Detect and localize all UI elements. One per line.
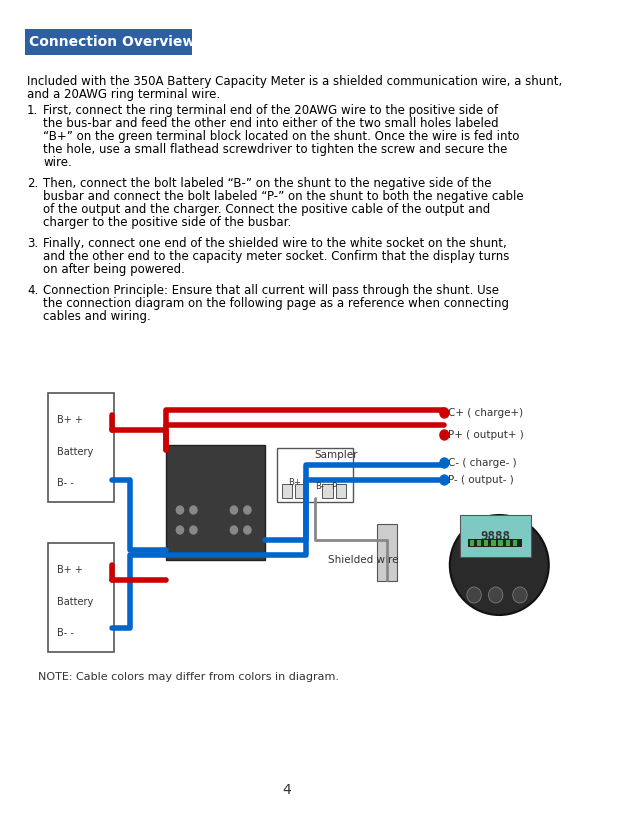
Text: of the output and the charger. Connect the positive cable of the output and: of the output and the charger. Connect t… — [43, 203, 491, 216]
Circle shape — [513, 587, 527, 603]
Text: wire.: wire. — [43, 156, 72, 169]
FancyBboxPatch shape — [336, 484, 346, 498]
Text: BigBattery: BigBattery — [479, 507, 512, 512]
FancyBboxPatch shape — [25, 29, 191, 55]
FancyBboxPatch shape — [484, 540, 489, 546]
FancyBboxPatch shape — [460, 515, 531, 557]
Text: the connection diagram on the following page as a reference when connecting: the connection diagram on the following … — [43, 297, 509, 310]
FancyBboxPatch shape — [322, 484, 333, 498]
Text: busbar and connect the bolt labeled “P-” on the shunt to both the negative cable: busbar and connect the bolt labeled “P-”… — [43, 190, 524, 203]
Text: B- -: B- - — [57, 478, 73, 488]
Text: Then, connect the bolt labeled “B-” on the shunt to the negative side of the: Then, connect the bolt labeled “B-” on t… — [43, 177, 492, 190]
Circle shape — [440, 430, 449, 440]
Text: First, connect the ring terminal end of the 20AWG wire to the positive side of: First, connect the ring terminal end of … — [43, 104, 498, 117]
Text: B-: B- — [315, 482, 323, 491]
FancyBboxPatch shape — [277, 448, 353, 502]
Text: Included with the 350A Battery Capacity Meter is a shielded communication wire, : Included with the 350A Battery Capacity … — [27, 75, 562, 88]
FancyBboxPatch shape — [513, 540, 517, 546]
Text: charger to the positive side of the busbar.: charger to the positive side of the busb… — [43, 216, 292, 229]
Text: P- ( output- ): P- ( output- ) — [448, 475, 514, 485]
Text: Battery: Battery — [57, 597, 93, 607]
Text: the bus-bar and feed the other end into either of the two small holes labeled: the bus-bar and feed the other end into … — [43, 117, 499, 130]
Text: Connection Principle: Ensure that all current will pass through the shunt. Use: Connection Principle: Ensure that all cu… — [43, 284, 499, 297]
Text: C- ( charge- ): C- ( charge- ) — [448, 458, 517, 468]
Text: “B+” on the green terminal block located on the shunt. Once the wire is fed into: “B+” on the green terminal block located… — [43, 130, 519, 143]
Text: on after being powered.: on after being powered. — [43, 263, 185, 276]
Text: and the other end to the capacity meter socket. Confirm that the display turns: and the other end to the capacity meter … — [43, 250, 510, 263]
Text: Sampler: Sampler — [315, 450, 359, 460]
FancyBboxPatch shape — [498, 540, 503, 546]
Circle shape — [244, 506, 251, 514]
Text: 2.: 2. — [27, 177, 38, 190]
Text: B+ +: B+ + — [57, 415, 82, 425]
Circle shape — [440, 408, 449, 418]
Text: 3.: 3. — [27, 237, 38, 250]
FancyBboxPatch shape — [470, 540, 474, 546]
Circle shape — [190, 526, 197, 534]
FancyBboxPatch shape — [505, 540, 510, 546]
FancyBboxPatch shape — [48, 393, 114, 502]
Text: P+ ( output+ ): P+ ( output+ ) — [448, 430, 524, 440]
Text: the hole, use a small flathead screwdriver to tighten the screw and secure the: the hole, use a small flathead screwdriv… — [43, 143, 508, 156]
Text: 4: 4 — [283, 783, 292, 797]
Circle shape — [440, 458, 449, 468]
Ellipse shape — [450, 515, 549, 615]
Circle shape — [176, 506, 184, 514]
Text: Shielded wire: Shielded wire — [329, 555, 399, 565]
FancyBboxPatch shape — [48, 543, 114, 652]
Circle shape — [489, 587, 503, 603]
Text: Connection Overview: Connection Overview — [29, 35, 195, 49]
Circle shape — [230, 526, 237, 534]
Circle shape — [230, 506, 237, 514]
Circle shape — [190, 506, 197, 514]
FancyBboxPatch shape — [491, 540, 496, 546]
Text: B+: B+ — [288, 478, 300, 487]
Text: 1.: 1. — [27, 104, 38, 117]
Circle shape — [440, 475, 449, 485]
FancyBboxPatch shape — [281, 484, 292, 498]
Circle shape — [244, 526, 251, 534]
Text: 4.: 4. — [27, 284, 38, 297]
Text: cables and wiring.: cables and wiring. — [43, 310, 151, 323]
Text: and a 20AWG ring terminal wire.: and a 20AWG ring terminal wire. — [27, 88, 220, 101]
Text: B+ +: B+ + — [57, 565, 82, 575]
Text: B- -: B- - — [57, 628, 73, 638]
FancyBboxPatch shape — [295, 484, 306, 498]
Text: C+ ( charge+): C+ ( charge+) — [448, 408, 523, 418]
FancyBboxPatch shape — [477, 540, 481, 546]
Text: P: P — [331, 482, 336, 491]
Text: Finally, connect one end of the shielded wire to the white socket on the shunt,: Finally, connect one end of the shielded… — [43, 237, 507, 250]
FancyBboxPatch shape — [377, 524, 397, 581]
Circle shape — [467, 587, 481, 603]
Text: 9888: 9888 — [480, 530, 510, 544]
FancyBboxPatch shape — [167, 445, 265, 560]
Text: NOTE: Cable colors may differ from colors in diagram.: NOTE: Cable colors may differ from color… — [38, 672, 339, 682]
FancyBboxPatch shape — [468, 539, 522, 547]
Circle shape — [176, 526, 184, 534]
Text: Battery: Battery — [57, 447, 93, 457]
